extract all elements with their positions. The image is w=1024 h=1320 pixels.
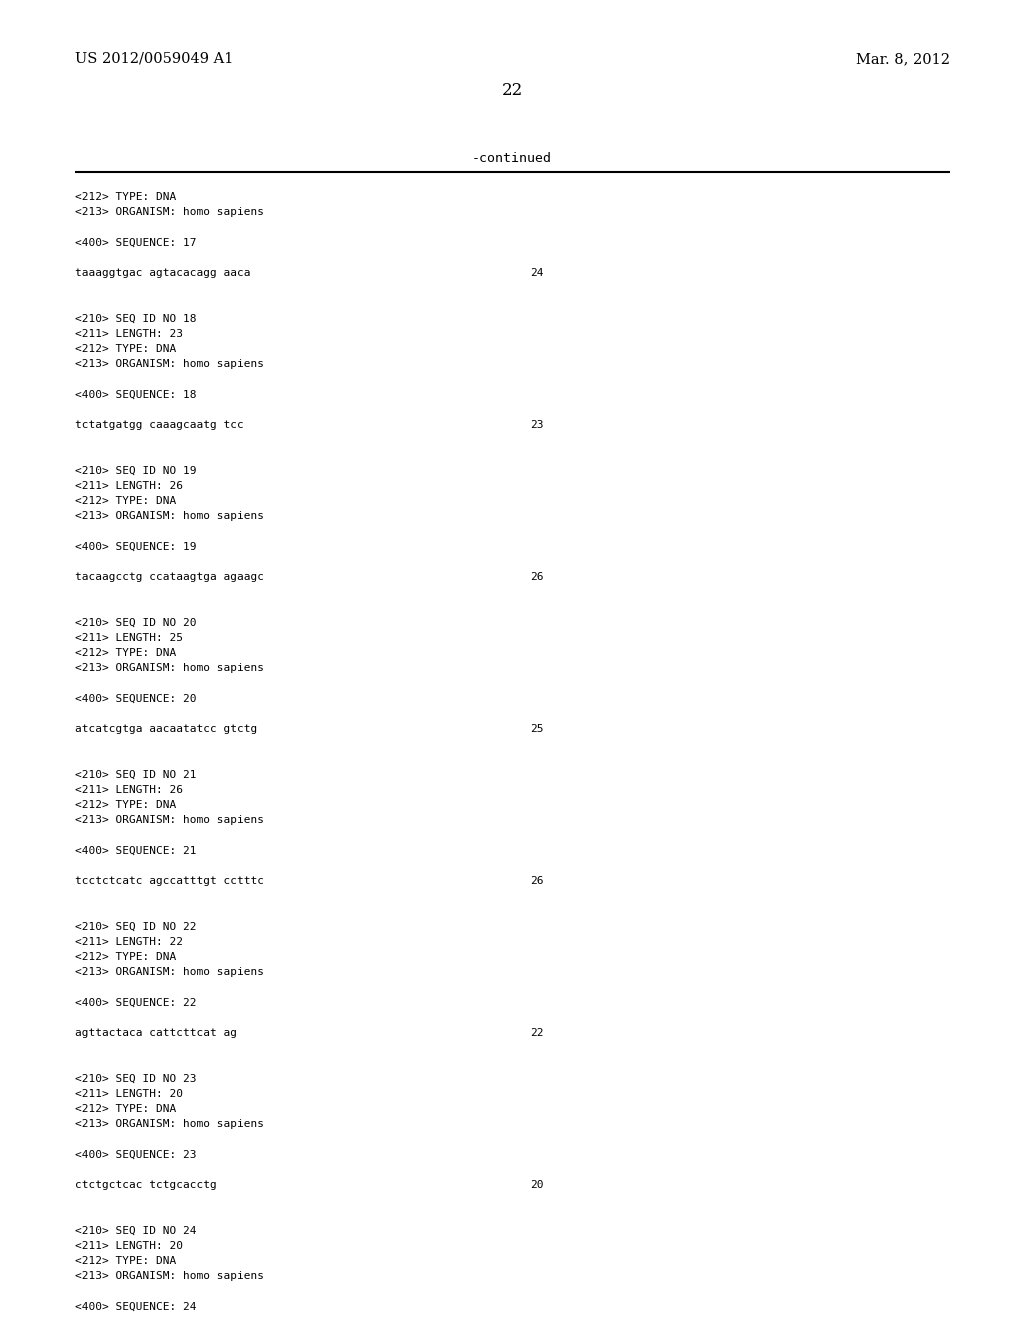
Text: tctatgatgg caaagcaatg tcc: tctatgatgg caaagcaatg tcc [75, 420, 244, 430]
Text: 23: 23 [530, 420, 544, 430]
Text: <400> SEQUENCE: 20: <400> SEQUENCE: 20 [75, 693, 197, 704]
Text: <213> ORGANISM: homo sapiens: <213> ORGANISM: homo sapiens [75, 511, 264, 521]
Text: <400> SEQUENCE: 21: <400> SEQUENCE: 21 [75, 846, 197, 855]
Text: <213> ORGANISM: homo sapiens: <213> ORGANISM: homo sapiens [75, 968, 264, 977]
Text: <211> LENGTH: 20: <211> LENGTH: 20 [75, 1089, 183, 1098]
Text: tacaagcctg ccataagtga agaagc: tacaagcctg ccataagtga agaagc [75, 572, 264, 582]
Text: <212> TYPE: DNA: <212> TYPE: DNA [75, 496, 176, 506]
Text: Mar. 8, 2012: Mar. 8, 2012 [856, 51, 950, 66]
Text: <211> LENGTH: 22: <211> LENGTH: 22 [75, 937, 183, 946]
Text: 24: 24 [530, 268, 544, 279]
Text: 25: 25 [530, 723, 544, 734]
Text: <213> ORGANISM: homo sapiens: <213> ORGANISM: homo sapiens [75, 816, 264, 825]
Text: 22: 22 [530, 1028, 544, 1038]
Text: <210> SEQ ID NO 21: <210> SEQ ID NO 21 [75, 770, 197, 780]
Text: <210> SEQ ID NO 24: <210> SEQ ID NO 24 [75, 1225, 197, 1236]
Text: <400> SEQUENCE: 22: <400> SEQUENCE: 22 [75, 998, 197, 1007]
Text: -continued: -continued [472, 152, 552, 165]
Text: <400> SEQUENCE: 19: <400> SEQUENCE: 19 [75, 541, 197, 552]
Text: 20: 20 [530, 1180, 544, 1191]
Text: <212> TYPE: DNA: <212> TYPE: DNA [75, 952, 176, 962]
Text: <212> TYPE: DNA: <212> TYPE: DNA [75, 648, 176, 657]
Text: <210> SEQ ID NO 22: <210> SEQ ID NO 22 [75, 921, 197, 932]
Text: 22: 22 [502, 82, 522, 99]
Text: <211> LENGTH: 25: <211> LENGTH: 25 [75, 632, 183, 643]
Text: <210> SEQ ID NO 20: <210> SEQ ID NO 20 [75, 618, 197, 627]
Text: <212> TYPE: DNA: <212> TYPE: DNA [75, 800, 176, 810]
Text: ctctgctcac tctgcacctg: ctctgctcac tctgcacctg [75, 1180, 217, 1191]
Text: <213> ORGANISM: homo sapiens: <213> ORGANISM: homo sapiens [75, 663, 264, 673]
Text: <400> SEQUENCE: 17: <400> SEQUENCE: 17 [75, 238, 197, 248]
Text: <212> TYPE: DNA: <212> TYPE: DNA [75, 191, 176, 202]
Text: <210> SEQ ID NO 23: <210> SEQ ID NO 23 [75, 1073, 197, 1084]
Text: <400> SEQUENCE: 24: <400> SEQUENCE: 24 [75, 1302, 197, 1312]
Text: <210> SEQ ID NO 19: <210> SEQ ID NO 19 [75, 466, 197, 475]
Text: agttactaca cattcttcat ag: agttactaca cattcttcat ag [75, 1028, 237, 1038]
Text: <212> TYPE: DNA: <212> TYPE: DNA [75, 1104, 176, 1114]
Text: 26: 26 [530, 572, 544, 582]
Text: US 2012/0059049 A1: US 2012/0059049 A1 [75, 51, 233, 66]
Text: <211> LENGTH: 26: <211> LENGTH: 26 [75, 480, 183, 491]
Text: <212> TYPE: DNA: <212> TYPE: DNA [75, 1257, 176, 1266]
Text: tcctctcatc agccatttgt cctttc: tcctctcatc agccatttgt cctttc [75, 876, 264, 886]
Text: <400> SEQUENCE: 23: <400> SEQUENCE: 23 [75, 1150, 197, 1159]
Text: atcatcgtga aacaatatcc gtctg: atcatcgtga aacaatatcc gtctg [75, 723, 257, 734]
Text: taaaggtgac agtacacagg aaca: taaaggtgac agtacacagg aaca [75, 268, 251, 279]
Text: <400> SEQUENCE: 18: <400> SEQUENCE: 18 [75, 389, 197, 400]
Text: <211> LENGTH: 20: <211> LENGTH: 20 [75, 1241, 183, 1251]
Text: <210> SEQ ID NO 18: <210> SEQ ID NO 18 [75, 314, 197, 323]
Text: <213> ORGANISM: homo sapiens: <213> ORGANISM: homo sapiens [75, 359, 264, 370]
Text: <213> ORGANISM: homo sapiens: <213> ORGANISM: homo sapiens [75, 207, 264, 218]
Text: <211> LENGTH: 23: <211> LENGTH: 23 [75, 329, 183, 339]
Text: <211> LENGTH: 26: <211> LENGTH: 26 [75, 785, 183, 795]
Text: <213> ORGANISM: homo sapiens: <213> ORGANISM: homo sapiens [75, 1119, 264, 1129]
Text: <213> ORGANISM: homo sapiens: <213> ORGANISM: homo sapiens [75, 1271, 264, 1282]
Text: 26: 26 [530, 876, 544, 886]
Text: <212> TYPE: DNA: <212> TYPE: DNA [75, 345, 176, 354]
